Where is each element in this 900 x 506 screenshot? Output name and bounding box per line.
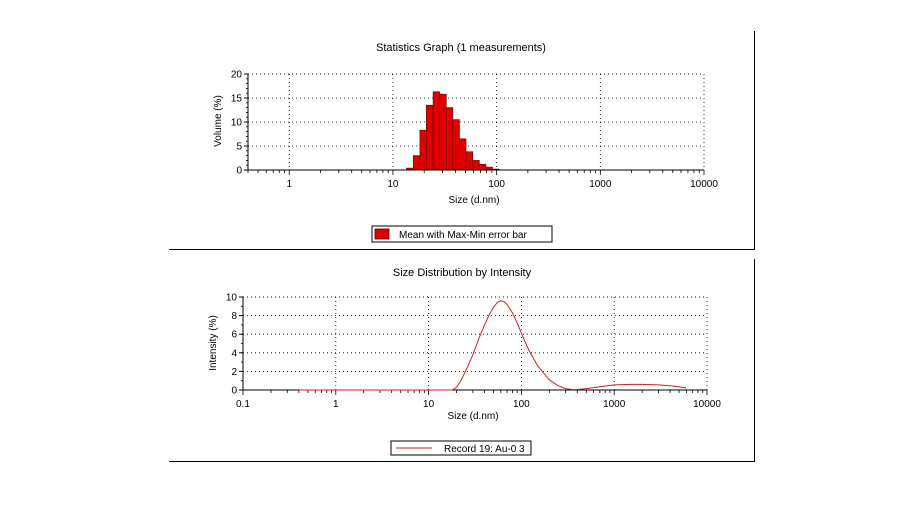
chart1-title: Statistics Graph (1 measurements) <box>376 42 546 54</box>
chart1-legend-label: Mean with Max-Min error bar <box>399 230 527 241</box>
chart2-xtick-label: 0.1 <box>236 399 250 410</box>
chart1-bar <box>432 91 440 171</box>
chart1-xtick-label: 1 <box>286 179 292 190</box>
chart2-ylabel: Intensity (%) <box>208 315 219 371</box>
chart1-xtick-label: 100 <box>488 179 505 190</box>
chart2-xtick-label: 100 <box>513 399 530 410</box>
chart1-bar <box>419 129 427 171</box>
chart1-xlabel: Size (d.nm) <box>448 195 499 206</box>
chart2-xtick-label: 10 <box>423 399 435 410</box>
chart2-title: Size Distribution by Intensity <box>393 267 532 279</box>
chart2-ytick-label: 10 <box>226 293 238 304</box>
chart2-ytick-label: 0 <box>231 386 237 397</box>
chart1-ytick-label: 20 <box>231 70 243 81</box>
chart1-ylabel: Volume (%) <box>213 95 224 147</box>
chart1-bar <box>412 155 421 171</box>
chart1-bar <box>465 151 474 171</box>
chart2-xtick-label: 1000 <box>603 399 626 410</box>
chart1-bar <box>472 160 480 171</box>
chart2-series-line <box>298 300 687 391</box>
chart2-ytick-label: 8 <box>231 311 237 322</box>
chart2-series <box>298 300 687 391</box>
chart1-bars <box>406 91 500 171</box>
panel2-right-border <box>754 259 755 462</box>
chart1-bar <box>452 119 460 171</box>
panel1-right-border <box>754 31 755 250</box>
chart1-xtick-label: 1000 <box>589 179 612 190</box>
chart2-axes <box>242 297 707 391</box>
chart1-grid <box>248 73 705 170</box>
chart1-legend-swatch <box>374 228 390 240</box>
chart1-bar <box>459 138 467 171</box>
chart2-ytick-label: 2 <box>231 367 237 378</box>
chart2-xtick-label: 10000 <box>693 399 721 410</box>
chart2-xtick-label: 1 <box>333 399 339 410</box>
chart1-ytick-label: 0 <box>236 166 242 177</box>
chart2-ytick-label: 4 <box>231 348 237 359</box>
chart1-bar <box>445 107 454 171</box>
chart2-legend-box <box>390 440 532 456</box>
chart2-legend-label: Record 19: Au-0 3 <box>444 444 525 455</box>
chart1-ytick-label: 10 <box>231 118 243 129</box>
chart1-legend-box <box>371 225 553 243</box>
chart1-bar <box>479 163 487 171</box>
panel1-bottom-border <box>169 249 755 250</box>
chart2-ticks: 0 2 4 6 8 10 0.1 1 10 100 1000 10000 <box>226 293 721 411</box>
chart1-bar <box>439 93 447 171</box>
chart1-ytick-label: 15 <box>231 94 243 105</box>
chart1-xtick-label: 10 <box>387 179 399 190</box>
chart2-xlabel: Size (d.nm) <box>447 411 498 422</box>
panel2-bottom-border <box>169 461 755 462</box>
chart2-ytick-label: 6 <box>231 330 237 341</box>
chart2-grid <box>243 296 708 390</box>
chart1-bar <box>426 104 434 171</box>
chart1-xtick-label: 10000 <box>690 179 718 190</box>
chart1-ytick-label: 5 <box>236 142 242 153</box>
chart1-ticks: 0 5 10 15 20 1 10 100 1000 10000 <box>231 70 718 191</box>
